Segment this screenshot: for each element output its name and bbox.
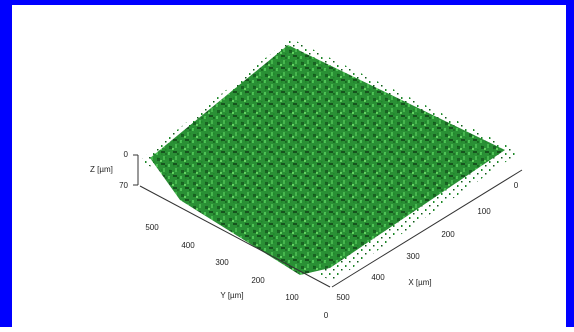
y-axis-label: Y [µm] — [220, 291, 243, 300]
y-tick-label: 200 — [251, 276, 265, 285]
axes — [133, 154, 523, 288]
x-tick-label: 100 — [477, 207, 491, 216]
x-tick-label: 200 — [441, 230, 455, 239]
x-tick-label: 0 — [514, 181, 519, 190]
y-tick-label: 100 — [285, 293, 299, 302]
x-tick-label: 500 — [336, 293, 350, 302]
z-axis-label: Z [µm] — [90, 165, 113, 174]
x-tick-label: 400 — [371, 273, 385, 282]
y-tick-label: 400 — [181, 241, 195, 250]
y-tick-label: 300 — [215, 258, 229, 267]
y-tick-label: 0 — [324, 311, 329, 320]
frame-top — [0, 0, 574, 5]
x-axis-label: X [µm] — [408, 278, 431, 287]
frame-right — [566, 0, 574, 327]
frame-left — [0, 0, 12, 327]
biofilm-surface — [150, 45, 505, 275]
x-tick-label: 300 — [406, 252, 420, 261]
y-tick-label: 500 — [145, 223, 159, 232]
z-tick-label: 0 — [124, 150, 129, 159]
z-tick-label: 70 — [119, 181, 128, 190]
